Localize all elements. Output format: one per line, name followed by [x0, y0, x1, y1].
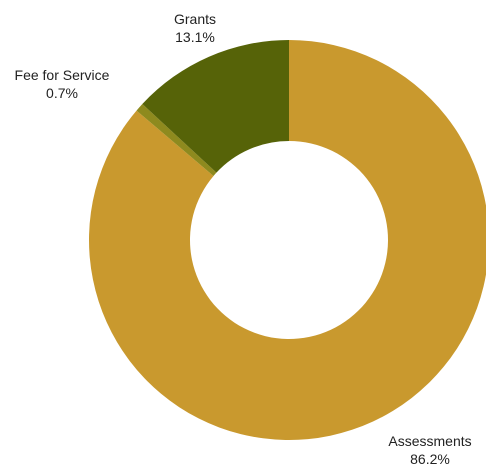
label-fee-for-service: Fee for Service 0.7%: [2, 66, 122, 102]
label-fee-for-service-name: Fee for Service: [14, 67, 110, 83]
label-assessments-name: Assessments: [388, 433, 472, 449]
label-fee-for-service-value: 0.7%: [46, 85, 78, 101]
label-grants: Grants 13.1%: [150, 10, 240, 46]
label-assessments-value: 86.2%: [410, 451, 450, 467]
label-assessments: Assessments 86.2%: [380, 432, 480, 468]
label-grants-value: 13.1%: [175, 29, 215, 45]
label-grants-name: Grants: [173, 11, 216, 27]
slice-fee-for-service: [136, 104, 217, 176]
slice-assessments: [89, 40, 486, 440]
slice-grants: [142, 40, 289, 173]
